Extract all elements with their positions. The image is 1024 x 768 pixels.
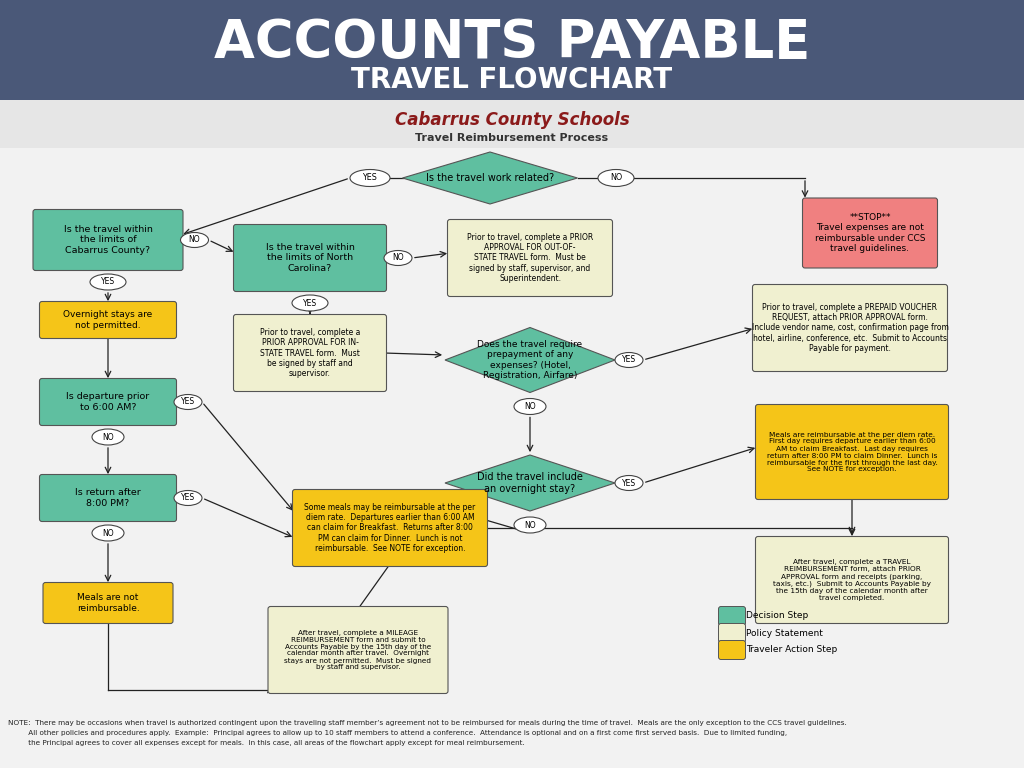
FancyBboxPatch shape: [0, 0, 1024, 100]
FancyBboxPatch shape: [233, 224, 386, 292]
FancyBboxPatch shape: [0, 714, 1024, 768]
Ellipse shape: [514, 399, 546, 415]
Text: NO: NO: [610, 174, 623, 183]
FancyBboxPatch shape: [803, 198, 938, 268]
Ellipse shape: [90, 274, 126, 290]
Text: Is departure prior
to 6:00 AM?: Is departure prior to 6:00 AM?: [67, 392, 150, 412]
Text: Traveler Action Step: Traveler Action Step: [746, 645, 838, 654]
Text: NO: NO: [392, 253, 403, 263]
Text: YES: YES: [101, 277, 115, 286]
FancyBboxPatch shape: [0, 100, 1024, 148]
Text: Did the travel include
an overnight stay?: Did the travel include an overnight stay…: [477, 472, 583, 494]
Text: Some meals may be reimbursable at the per
diem rate.  Departures earlier than 6:: Some meals may be reimbursable at the pe…: [304, 503, 475, 553]
Ellipse shape: [598, 170, 634, 187]
Text: Is the travel work related?: Is the travel work related?: [426, 173, 554, 183]
Text: NO: NO: [102, 432, 114, 442]
Text: Policy Statement: Policy Statement: [746, 628, 823, 637]
Text: All other policies and procedures apply.  Example:  Principal agrees to allow up: All other policies and procedures apply.…: [8, 730, 787, 736]
Text: NO: NO: [102, 528, 114, 538]
Text: Cabarrus County Schools: Cabarrus County Schools: [394, 111, 630, 129]
Text: YES: YES: [362, 174, 378, 183]
Text: ACCOUNTS PAYABLE: ACCOUNTS PAYABLE: [214, 17, 810, 69]
Ellipse shape: [180, 233, 209, 247]
FancyBboxPatch shape: [33, 210, 183, 270]
Ellipse shape: [92, 525, 124, 541]
Text: YES: YES: [622, 356, 636, 365]
FancyBboxPatch shape: [43, 582, 173, 624]
FancyBboxPatch shape: [753, 284, 947, 372]
Text: NO: NO: [524, 521, 536, 529]
FancyBboxPatch shape: [756, 537, 948, 624]
FancyBboxPatch shape: [447, 220, 612, 296]
Ellipse shape: [514, 517, 546, 533]
Text: YES: YES: [181, 398, 195, 406]
Text: Meals are not
reimbursable.: Meals are not reimbursable.: [77, 594, 139, 613]
FancyBboxPatch shape: [719, 641, 745, 660]
Text: Decision Step: Decision Step: [746, 611, 808, 621]
Text: YES: YES: [622, 478, 636, 488]
Polygon shape: [445, 327, 615, 392]
FancyBboxPatch shape: [40, 475, 176, 521]
FancyBboxPatch shape: [0, 148, 1024, 714]
Text: NO: NO: [524, 402, 536, 411]
Text: Meals are reimbursable at the per diem rate.
First day requires departure earlie: Meals are reimbursable at the per diem r…: [767, 432, 937, 472]
Text: Prior to travel, complete a
PRIOR APPROVAL FOR IN-
STATE TRAVEL form.  Must
be s: Prior to travel, complete a PRIOR APPROV…: [260, 328, 360, 379]
Ellipse shape: [615, 475, 643, 491]
Ellipse shape: [615, 353, 643, 368]
Text: NOTE:  There may be occasions when travel is authorized contingent upon the trav: NOTE: There may be occasions when travel…: [8, 720, 847, 726]
Text: Prior to travel, complete a PRIOR
APPROVAL FOR OUT-OF-
STATE TRAVEL form.  Must : Prior to travel, complete a PRIOR APPROV…: [467, 233, 593, 283]
Text: Is the travel within
the limits of
Cabarrus County?: Is the travel within the limits of Cabar…: [63, 225, 153, 255]
Text: Is return after
8:00 PM?: Is return after 8:00 PM?: [75, 488, 141, 508]
FancyBboxPatch shape: [233, 315, 386, 392]
Text: After travel, complete a MILEAGE
REIMBURSEMENT form and submit to
Accounts Payab: After travel, complete a MILEAGE REIMBUR…: [285, 630, 431, 670]
Text: Prior to travel, complete a PREPAID VOUCHER
REQUEST, attach PRIOR APPROVAL form.: Prior to travel, complete a PREPAID VOUC…: [752, 303, 948, 353]
Text: TRAVEL FLOWCHART: TRAVEL FLOWCHART: [351, 66, 673, 94]
Ellipse shape: [350, 170, 390, 187]
Ellipse shape: [174, 395, 202, 409]
Text: the Principal agrees to cover all expenses except for meals.  In this case, all : the Principal agrees to cover all expens…: [8, 740, 524, 746]
Text: Travel Reimbursement Process: Travel Reimbursement Process: [416, 133, 608, 143]
FancyBboxPatch shape: [293, 489, 487, 567]
Text: NO: NO: [188, 236, 201, 244]
Text: YES: YES: [303, 299, 317, 307]
Polygon shape: [445, 455, 615, 511]
FancyBboxPatch shape: [756, 405, 948, 499]
FancyBboxPatch shape: [40, 379, 176, 425]
FancyBboxPatch shape: [40, 302, 176, 339]
Ellipse shape: [174, 491, 202, 505]
Ellipse shape: [92, 429, 124, 445]
Polygon shape: [402, 152, 578, 204]
Text: After travel, complete a TRAVEL
REIMBURSEMENT form, attach PRIOR
APPROVAL form a: After travel, complete a TRAVEL REIMBURS…: [773, 559, 931, 601]
Text: Does the travel require
prepayment of any
expenses? (Hotel,
Registration, Airfar: Does the travel require prepayment of an…: [477, 340, 583, 380]
Text: Overnight stays are
not permitted.: Overnight stays are not permitted.: [63, 310, 153, 329]
FancyBboxPatch shape: [719, 624, 745, 643]
FancyBboxPatch shape: [268, 607, 449, 694]
Text: **STOP**
Travel expenses are not
reimbursable under CCS
travel guidelines.: **STOP** Travel expenses are not reimbur…: [815, 213, 926, 253]
Ellipse shape: [292, 295, 328, 311]
Ellipse shape: [384, 250, 412, 266]
FancyBboxPatch shape: [719, 607, 745, 625]
Text: YES: YES: [181, 494, 195, 502]
Text: Is the travel within
the limits of North
Carolina?: Is the travel within the limits of North…: [265, 243, 354, 273]
